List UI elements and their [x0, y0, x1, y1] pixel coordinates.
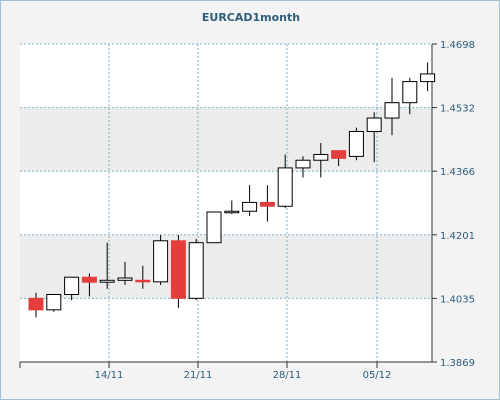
candle-up — [206, 211, 222, 244]
x-tick-label: 21/11 — [184, 370, 213, 381]
plot-area — [20, 44, 432, 362]
y-tick-label: 1.4532 — [440, 104, 475, 115]
candle-up — [277, 167, 293, 207]
candle-up — [224, 210, 240, 214]
candle-up — [242, 201, 258, 212]
x-tick-label: 14/11 — [95, 370, 124, 381]
candle-up — [99, 279, 115, 283]
candle-up — [46, 293, 62, 311]
candle-down — [135, 279, 151, 283]
candle-down — [331, 150, 347, 159]
y-tick-label: 1.4366 — [440, 167, 475, 178]
candle-up — [117, 277, 133, 281]
y-tick-label: 1.3869 — [440, 358, 475, 369]
y-tick-label: 1.4201 — [440, 231, 475, 242]
candle-down — [170, 240, 186, 299]
plot-band — [20, 107, 432, 172]
candle-up — [366, 117, 382, 132]
candle-up — [295, 159, 311, 169]
candle-up — [384, 102, 400, 119]
candle-up — [348, 130, 364, 157]
candle-down — [259, 201, 275, 207]
candle-up — [313, 153, 329, 161]
y-tick-label: 1.4698 — [440, 40, 475, 51]
candle-down — [28, 297, 44, 311]
y-tick-label: 1.4035 — [440, 294, 475, 305]
candle-up — [64, 276, 80, 295]
plot-band — [20, 234, 432, 299]
candle-up — [402, 81, 418, 104]
candle-up — [153, 240, 169, 283]
candle-up — [420, 73, 436, 83]
candle-down — [81, 276, 97, 283]
chart-title: EURCAD1month — [201, 11, 301, 24]
x-tick-label: 05/12 — [363, 370, 392, 381]
x-tick-label: 28/11 — [273, 370, 302, 381]
candle-up — [188, 242, 204, 299]
